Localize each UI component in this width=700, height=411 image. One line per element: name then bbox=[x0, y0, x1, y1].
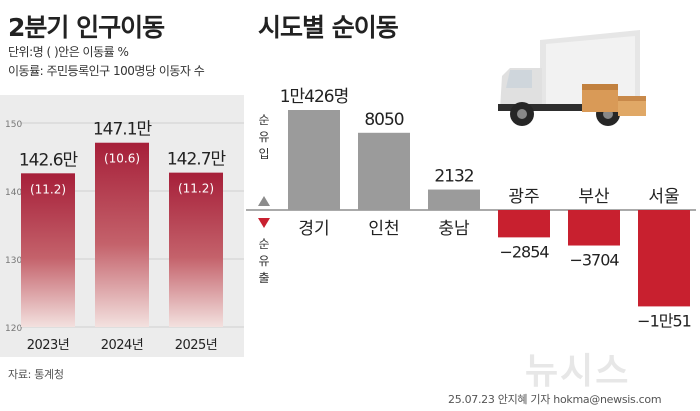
right-value-label: 2132 bbox=[434, 167, 473, 187]
left-bar-chart: 120 130 140 150 142.6만 (11.2) 2023년 147.1만 (10.… bbox=[5, 120, 244, 353]
inflow-indicator: 순 유 입 bbox=[258, 113, 270, 206]
left-rate-label: (11.2) bbox=[178, 182, 214, 196]
left-bar bbox=[95, 142, 149, 327]
inflow-char-1: 순 bbox=[258, 113, 269, 127]
left-ytick-label: 140 bbox=[5, 188, 22, 198]
truck-window bbox=[506, 70, 532, 88]
inflow-bar bbox=[358, 132, 410, 210]
up-triangle-icon bbox=[258, 196, 270, 206]
left-value-label: 142.7만 bbox=[167, 150, 227, 170]
left-value-label: 147.1만 bbox=[93, 120, 153, 140]
watermark-logo: 뉴시스 bbox=[525, 351, 631, 392]
inflow-char-3: 입 bbox=[258, 147, 269, 161]
truck-illustration bbox=[498, 30, 646, 126]
region-label: 경기 bbox=[298, 219, 329, 239]
left-category-label: 2024년 bbox=[101, 338, 144, 353]
left-ytick-label: 120 bbox=[5, 324, 22, 334]
left-category-label: 2023년 bbox=[27, 338, 70, 353]
region-label: 인천 bbox=[368, 219, 399, 239]
right-value-label: 8050 bbox=[364, 110, 403, 130]
right-value-label: −2854 bbox=[499, 242, 549, 261]
inflow-char-2: 유 bbox=[258, 130, 269, 144]
rate-note: 이동률: 주민등록인구 100명당 이동자 수 bbox=[8, 64, 205, 78]
region-label: 광주 bbox=[508, 187, 539, 207]
credit-line: 25.07.23 안지혜 기자 hokma@newsis.com bbox=[448, 393, 662, 406]
left-bar bbox=[169, 172, 223, 327]
left-ytick-label: 150 bbox=[5, 120, 22, 130]
left-bar bbox=[21, 173, 75, 327]
outflow-char-1: 순 bbox=[258, 237, 269, 251]
right-chart-title: 시도별 순이동 bbox=[258, 13, 399, 42]
outflow-indicator: 순 유 출 bbox=[258, 218, 270, 285]
region-label: 부산 bbox=[578, 187, 610, 207]
outflow-bar bbox=[498, 210, 550, 238]
outflow-bar bbox=[638, 210, 690, 307]
inflow-bar bbox=[428, 189, 480, 210]
right-value-label: 1만426명 bbox=[280, 87, 349, 107]
outflow-bar bbox=[568, 210, 620, 246]
left-rate-label: (10.6) bbox=[104, 152, 140, 166]
right-value-label: −3704 bbox=[569, 251, 619, 270]
left-category-label: 2025년 bbox=[175, 338, 218, 353]
right-value-label: −1만51 bbox=[637, 311, 691, 330]
outflow-char-2: 유 bbox=[258, 254, 269, 268]
region-label: 서울 bbox=[648, 187, 679, 207]
unit-note: 단위:명 ( )안은 이동률 % bbox=[8, 45, 129, 59]
source-note: 자료: 통계청 bbox=[8, 368, 64, 381]
left-chart-title: 2분기 인구이동 bbox=[8, 13, 165, 42]
inflow-bar bbox=[288, 110, 340, 210]
down-triangle-icon bbox=[258, 218, 270, 228]
region-label: 충남 bbox=[438, 219, 470, 239]
left-ytick-label: 130 bbox=[5, 256, 22, 266]
outflow-char-3: 출 bbox=[258, 271, 269, 285]
left-value-label: 142.6만 bbox=[19, 150, 79, 170]
left-rate-label: (11.2) bbox=[30, 182, 66, 196]
truck-chassis bbox=[498, 104, 643, 111]
